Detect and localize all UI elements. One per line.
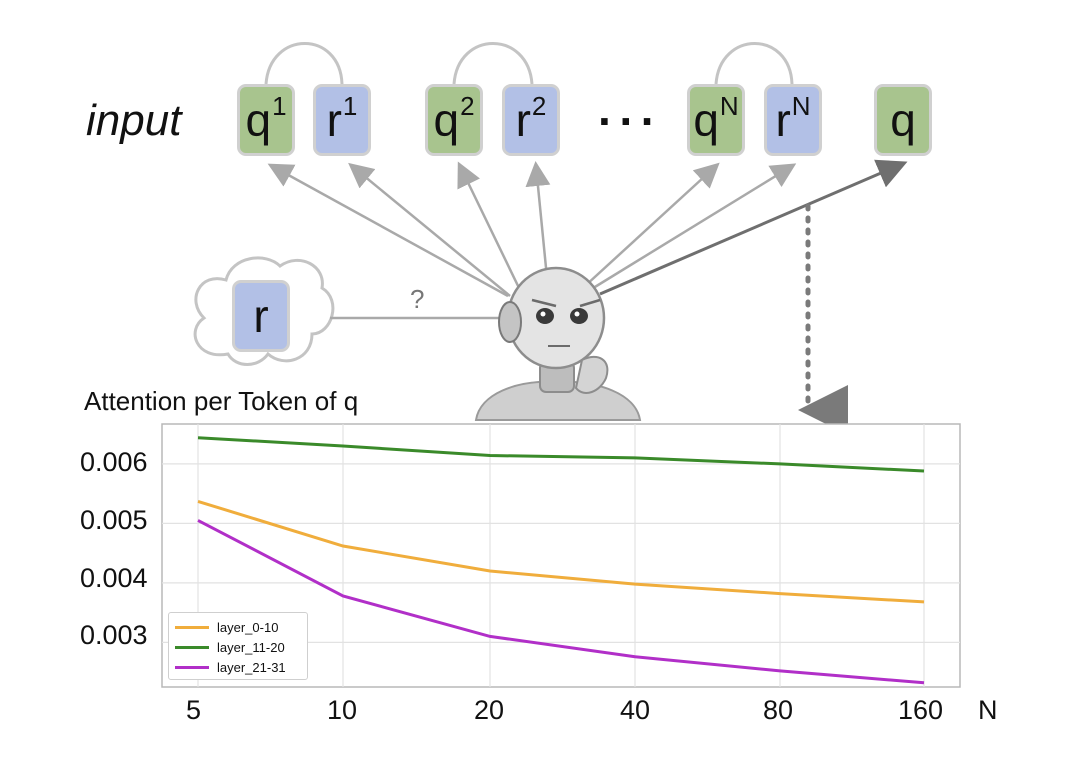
token-superscript: 2 <box>460 90 475 121</box>
x-tick-label: 10 <box>327 695 358 725</box>
pair-arc-N <box>714 42 794 85</box>
token-letter: r <box>326 94 342 146</box>
legend-swatch <box>175 645 209 649</box>
token-letter: q <box>890 94 916 146</box>
legend-entry: layer_11-20 <box>175 637 301 657</box>
token-q-query: q <box>874 84 932 156</box>
token-superscript: 1 <box>272 90 287 121</box>
x-tick-label: 20 <box>474 695 505 725</box>
token-letter: r <box>515 94 531 146</box>
legend-swatch <box>175 625 209 629</box>
x-tick-label: 80 <box>763 695 794 725</box>
y-tick-label: 0.004 <box>80 563 148 593</box>
token-superscript: N <box>719 90 739 121</box>
series-line-layer_0-10 <box>197 499 925 604</box>
chart-legend: layer_0-10 layer_11-20 layer_21-31 <box>168 612 308 680</box>
token-superscript: N <box>791 90 811 121</box>
token-letter: r <box>253 290 269 342</box>
token-letter: r <box>775 94 791 146</box>
legend-label: layer_0-10 <box>217 619 279 635</box>
pair-arc-2 <box>452 42 534 85</box>
series-line-layer_11-20 <box>197 436 925 473</box>
token-letter: q <box>245 94 272 146</box>
ellipsis: ··· <box>598 95 662 147</box>
y-tick-label: 0.005 <box>80 505 148 535</box>
legend-label: layer_21-31 <box>217 659 286 675</box>
x-tick-label: 40 <box>620 695 651 725</box>
legend-entry: layer_21-31 <box>175 657 301 677</box>
x-tick-label: 5 <box>186 695 202 725</box>
token-letter: q <box>693 94 719 146</box>
input-label: input <box>86 96 182 145</box>
y-tick-label: 0.003 <box>80 620 148 650</box>
series-lines <box>197 436 925 685</box>
legend-label: layer_11-20 <box>217 639 285 655</box>
series-line-layer_21-31 <box>197 519 925 685</box>
token-superscript: 2 <box>531 90 547 121</box>
grid <box>162 424 960 687</box>
y-tick-label: 0.006 <box>80 447 148 477</box>
token-letter: q <box>433 94 460 146</box>
legend-swatch <box>175 665 209 669</box>
attention-arrows <box>267 161 797 298</box>
question-mark: ? <box>410 284 425 314</box>
token-superscript: 1 <box>342 90 358 121</box>
legend-entry: layer_0-10 <box>175 617 301 637</box>
x-tick-label: 160 <box>898 695 944 725</box>
pair-arc-1 <box>264 42 344 85</box>
robot-thinking-icon <box>474 266 642 421</box>
thought-token-r: r <box>232 280 290 352</box>
attention-arrow-q <box>599 159 908 296</box>
x-axis-label: N <box>978 695 998 725</box>
chart-title: Attention per Token of q <box>84 386 359 416</box>
